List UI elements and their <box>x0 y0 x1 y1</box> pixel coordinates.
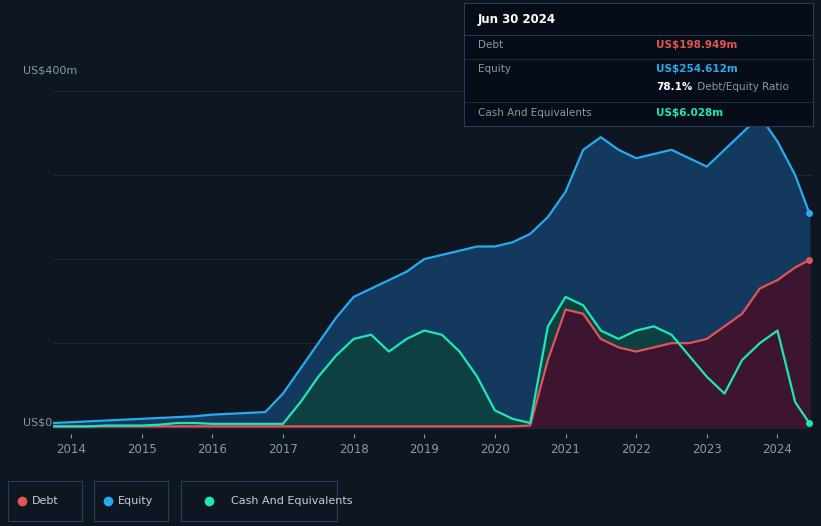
Text: 78.1%: 78.1% <box>656 82 692 92</box>
Text: Cash And Equivalents: Cash And Equivalents <box>231 496 352 506</box>
Text: US$0: US$0 <box>23 417 53 427</box>
Text: Equity: Equity <box>118 496 154 506</box>
Text: Cash And Equivalents: Cash And Equivalents <box>478 108 591 118</box>
Text: Jun 30 2024: Jun 30 2024 <box>478 14 556 26</box>
Text: US$254.612m: US$254.612m <box>656 64 737 74</box>
Text: US$400m: US$400m <box>23 66 77 76</box>
Text: Debt: Debt <box>32 496 58 506</box>
Text: Debt: Debt <box>478 39 503 49</box>
Text: US$198.949m: US$198.949m <box>656 39 737 49</box>
Text: Debt/Equity Ratio: Debt/Equity Ratio <box>695 82 789 92</box>
Text: Equity: Equity <box>478 64 511 74</box>
Text: US$6.028m: US$6.028m <box>656 108 723 118</box>
